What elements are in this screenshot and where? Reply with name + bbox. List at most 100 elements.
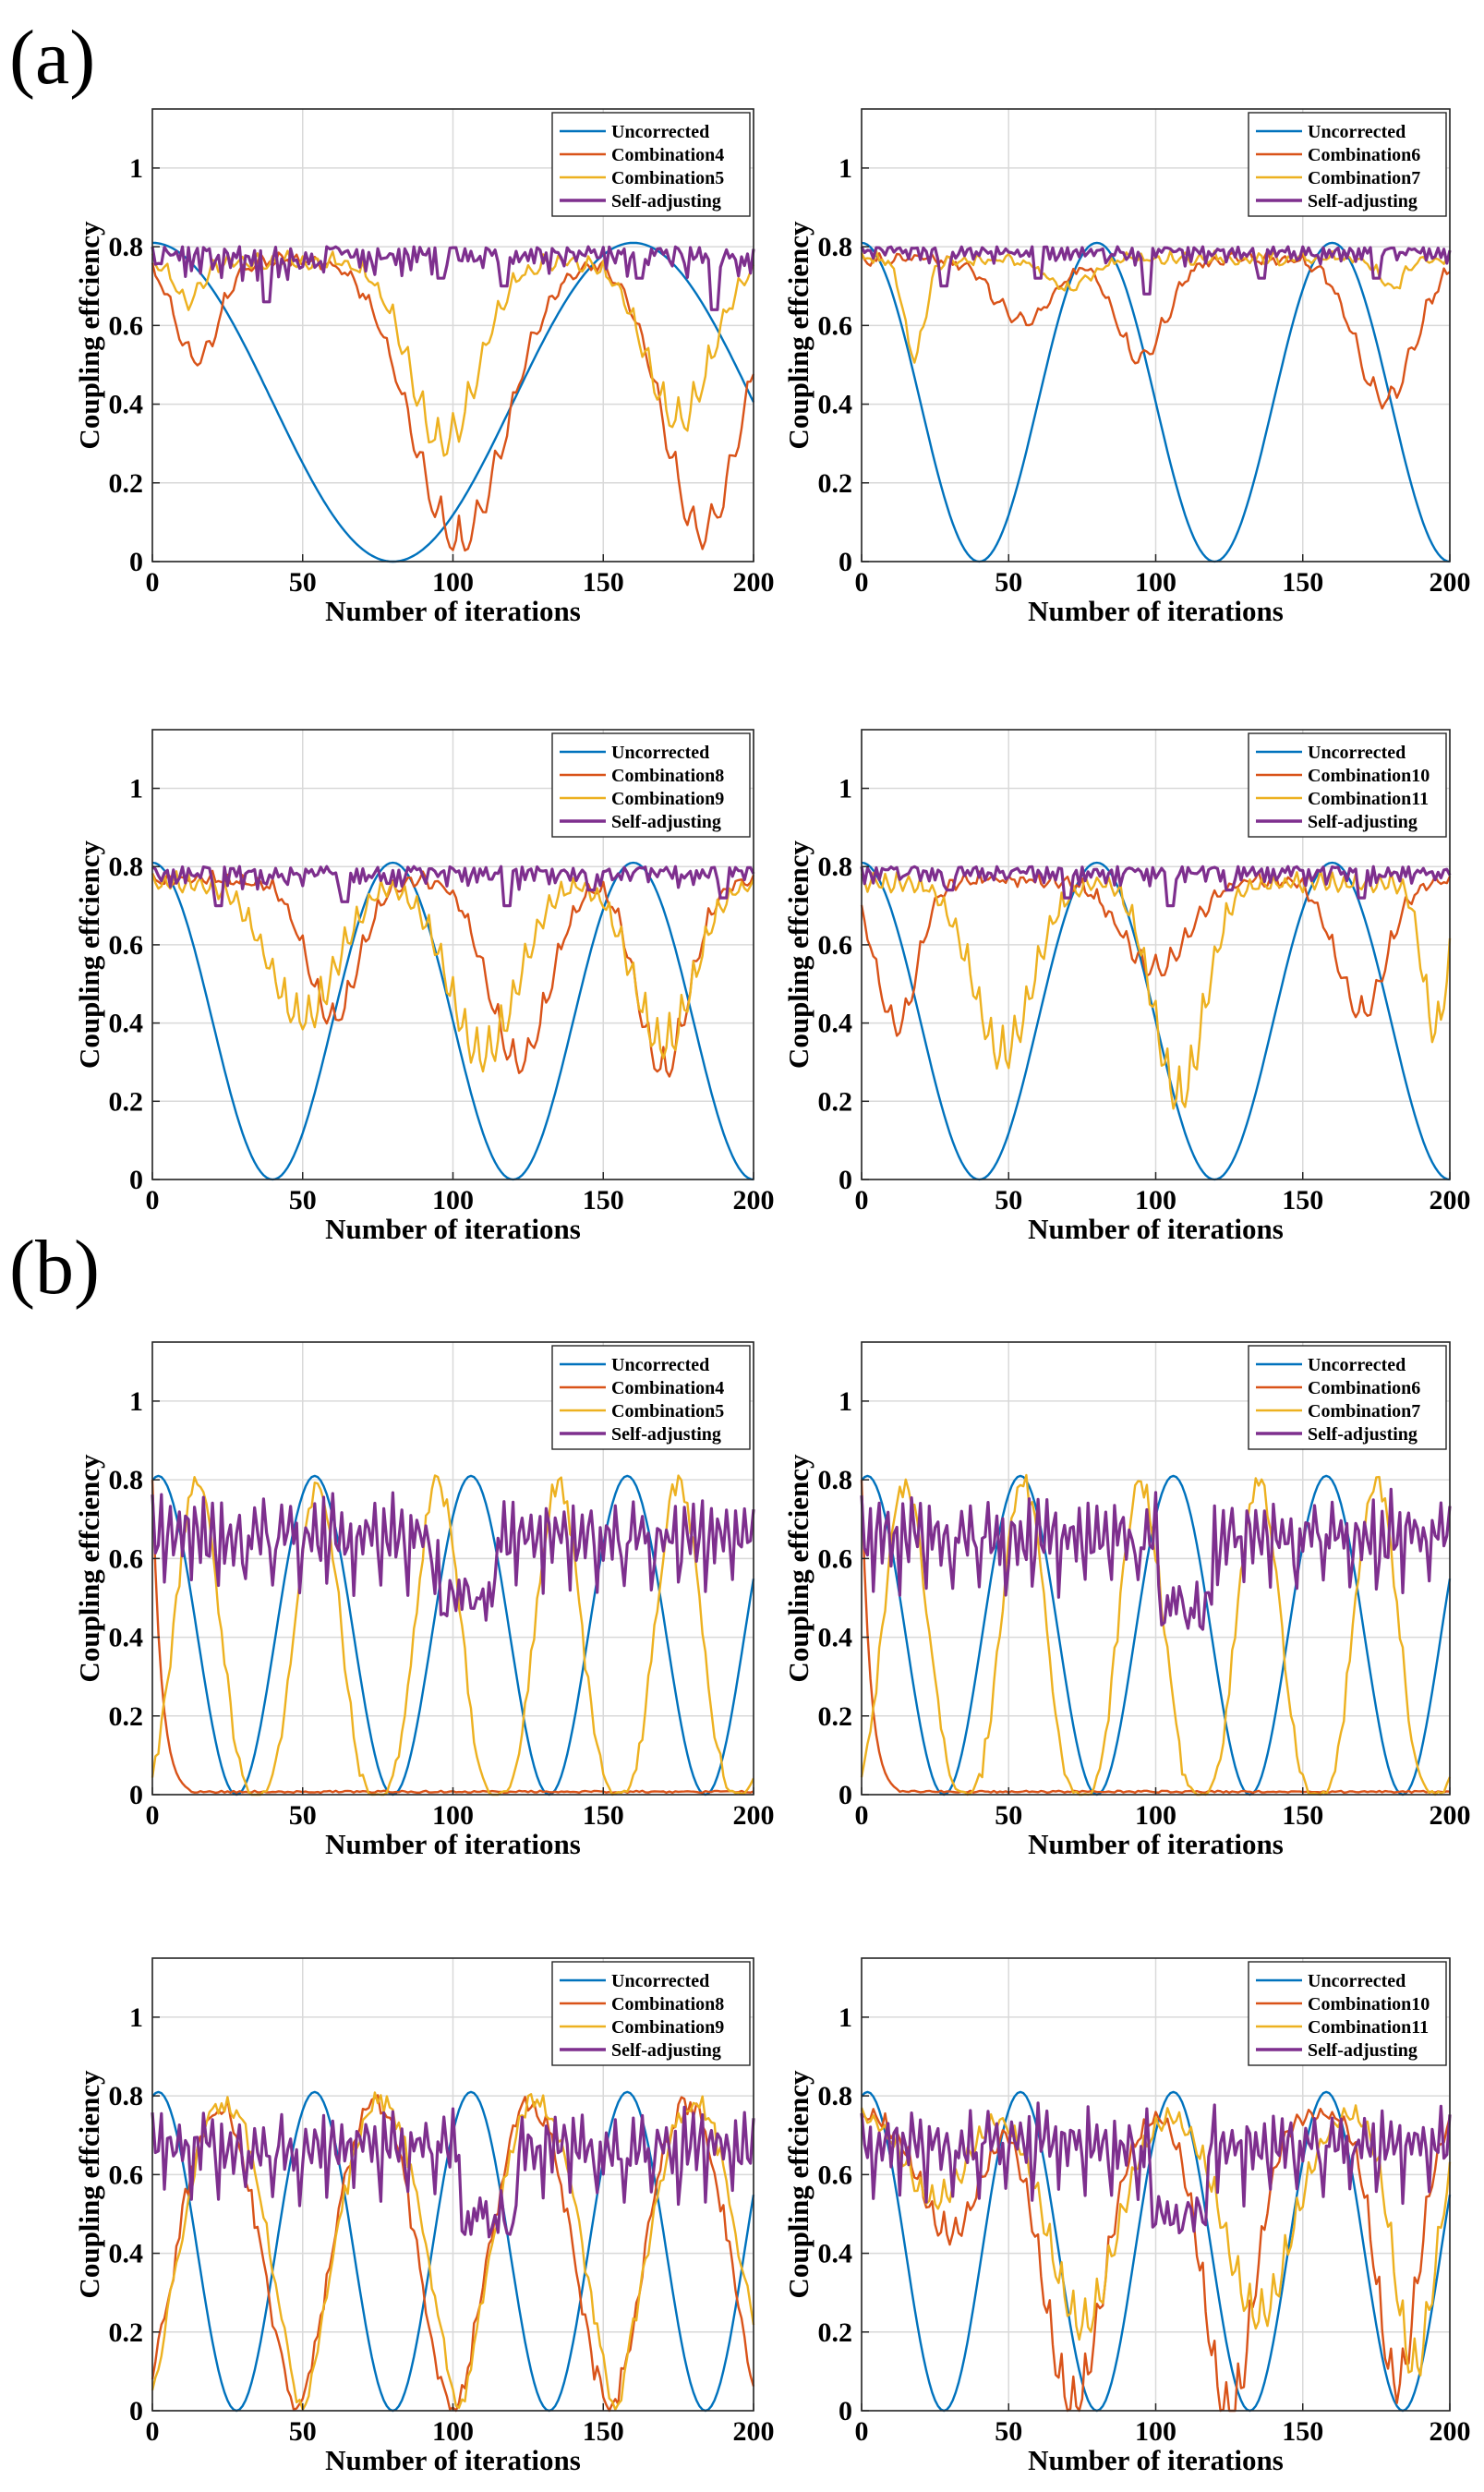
x-tick-label: 100 [432,567,474,598]
y-tick-label: 0.4 [818,1623,853,1653]
y-axis-label: Coupling effciency [73,2070,105,2299]
x-tick-label: 150 [1282,1800,1323,1831]
x-tick-label: 100 [432,1800,474,1831]
legend-entry: Combination10 [1308,766,1430,786]
x-tick-label: 50 [289,2416,317,2447]
x-tick-label: 150 [583,2416,624,2447]
y-tick-label: 0.8 [818,232,853,262]
legend: UncorrectedCombination8Combination9Self-… [551,1961,751,2066]
x-tick-label: 200 [1430,1800,1471,1831]
x-tick-label: 50 [995,1185,1022,1216]
legend-entry: Combination8 [611,766,724,786]
y-axis-label: Coupling effciency [782,221,814,450]
legend: Uncorrected Combination4 Combination5 Self-… [551,1345,751,1450]
x-tick-label: 200 [733,1185,775,1216]
legend-entry: Combination5 [611,168,724,188]
legend-entry: Combination4 [611,145,724,165]
legend-entry: Uncorrected [611,743,709,763]
y-tick-label: 0.4 [109,2239,144,2269]
chart-b2: 0 50 100 150 200 0 0.2 0.4 0.6 0.8 1 Number of iter… [782,1341,1471,1860]
series-line-self-adjusting [860,865,1452,908]
legend-entry: Self-adjusting [611,191,721,212]
legend-entry: Combination6 [1308,145,1420,165]
x-axis-label: Number of iterations [1028,1213,1284,1245]
series-line-combination6 [860,249,1451,410]
y-tick-label: 0 [839,2396,852,2426]
y-tick-label: 0.4 [818,1009,853,1039]
y-tick-label: 1 [129,153,143,184]
x-tick-label: 150 [583,1185,624,1216]
x-tick-label: 100 [432,2416,474,2447]
legend-entry: Self-adjusting [611,2040,721,2061]
y-tick-label: 0.4 [818,390,853,420]
x-tick-label: 200 [1430,567,1471,598]
y-tick-label: 0 [839,1780,852,1810]
legend: UncorrectedCombination10Combination11Sel… [1248,732,1447,838]
y-axis-label: Coupling effciency [73,840,105,1069]
y-axis-label: Coupling effciency [782,1454,814,1683]
x-tick-label: 50 [995,1800,1022,1831]
x-tick-label: 50 [289,1185,317,1216]
y-tick-label: 0.4 [109,390,144,420]
x-tick-label: 100 [1135,1800,1176,1831]
legend-entry: Uncorrected [611,122,709,142]
x-tick-label: 150 [1282,1185,1323,1216]
x-tick-label: 0 [855,1185,869,1216]
chart-b4: 0 50 100 150 200 0 0.2 0.4 0.6 0.8 1 Number of iter… [782,1957,1471,2476]
series-line-uncorrected [151,1474,755,1796]
y-tick-label: 0.2 [818,1086,853,1117]
legend-entry: Uncorrected [611,1971,709,1991]
legend-entry: Combination7 [1308,168,1420,188]
y-tick-label: 0.8 [818,1465,853,1495]
x-tick-label: 100 [1135,1185,1176,1216]
y-tick-label: 1 [839,153,852,184]
x-tick-label: 200 [1430,2416,1471,2447]
series-line-uncorrected [861,861,1451,1181]
y-tick-label: 0.4 [109,1009,144,1039]
y-tick-label: 0.4 [818,2239,853,2269]
y-tick-label: 0.8 [109,232,144,262]
y-tick-label: 1 [839,2002,852,2033]
x-tick-label: 100 [1135,567,1176,598]
legend: UncorrectedCombination8Combination9Self-… [551,732,751,838]
x-axis-label: Number of iterations [325,2444,581,2476]
legend-box [1248,732,1447,838]
x-tick-label: 0 [146,1800,160,1831]
legend-entry: Self-adjusting [611,812,721,832]
y-tick-label: 0.6 [109,310,144,341]
series-line-self-adjusting [151,2105,755,2239]
x-tick-label: 200 [1430,1185,1471,1216]
y-tick-label: 0.2 [818,2317,853,2348]
legend: Uncorrected Combination6 Combination7 Self-… [1248,112,1447,217]
y-axis-label: Coupling effciency [73,1454,105,1683]
y-tick-label: 0.6 [818,310,853,341]
x-tick-label: 200 [733,567,775,598]
y-tick-label: 0.2 [109,2317,144,2348]
y-axis-label: Coupling effciency [782,2070,814,2299]
y-tick-label: 0 [839,547,852,577]
x-axis-label: Number of iterations [325,1213,581,1245]
legend-entry: Self-adjusting [611,1424,721,1445]
legend-entry: Uncorrected [1308,743,1406,763]
legend-entry: Combination8 [611,1994,724,2014]
legend: UncorrectedCombination10Combination11Sel… [1248,1961,1447,2066]
y-axis-label: Coupling effciency [782,840,814,1069]
x-tick-label: 50 [995,567,1022,598]
x-tick-label: 200 [733,1800,775,1831]
series-line-self-adjusting [860,245,1452,296]
series-line-combination10 [860,2107,1452,2413]
x-tick-label: 150 [1282,2416,1323,2447]
legend-entry: Uncorrected [1308,122,1406,142]
y-tick-label: 0.6 [818,930,853,961]
x-tick-label: 0 [855,1800,869,1831]
legend-entry: Self-adjusting [1308,812,1418,832]
legend-entry: Combination5 [611,1401,724,1421]
y-tick-label: 0.6 [818,2159,853,2190]
y-tick-label: 0.6 [109,930,144,961]
x-tick-label: 150 [1282,567,1323,598]
x-tick-label: 0 [855,567,869,598]
y-tick-label: 0.2 [109,468,144,499]
series-line-uncorrected [151,241,755,563]
legend-entry: Uncorrected [611,1355,709,1375]
legend-entry: Self-adjusting [1308,2040,1418,2061]
